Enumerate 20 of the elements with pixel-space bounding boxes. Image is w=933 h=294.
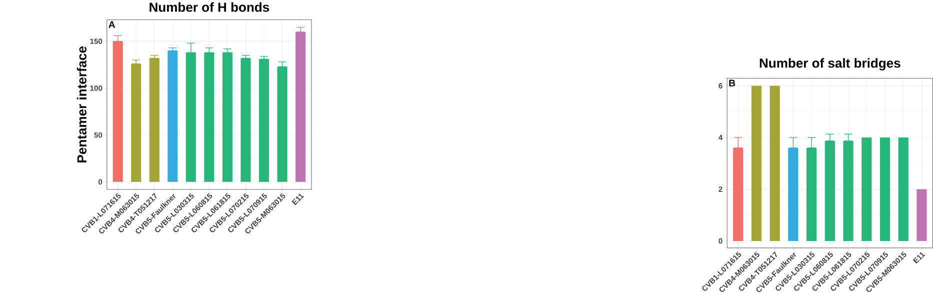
bar: [296, 32, 306, 182]
chart-title: Number of salt bridges: [760, 58, 900, 70]
bar: [222, 52, 232, 182]
bar: [770, 86, 780, 241]
bar: [149, 58, 160, 182]
bar: [880, 137, 890, 241]
bar: [168, 50, 178, 182]
bar: [204, 52, 214, 182]
chart-title: Number of H bonds: [150, 2, 270, 12]
bar: [240, 58, 251, 182]
bar: [131, 64, 142, 182]
bar: [862, 137, 872, 241]
bar: [898, 137, 908, 241]
bar: [258, 58, 270, 182]
bar: [751, 86, 762, 241]
annotation: B: [729, 80, 736, 86]
y-axis-title: Pentamer interface: [76, 46, 86, 162]
bar: [916, 189, 927, 241]
annotation: A: [108, 21, 116, 28]
bar: [277, 66, 288, 182]
